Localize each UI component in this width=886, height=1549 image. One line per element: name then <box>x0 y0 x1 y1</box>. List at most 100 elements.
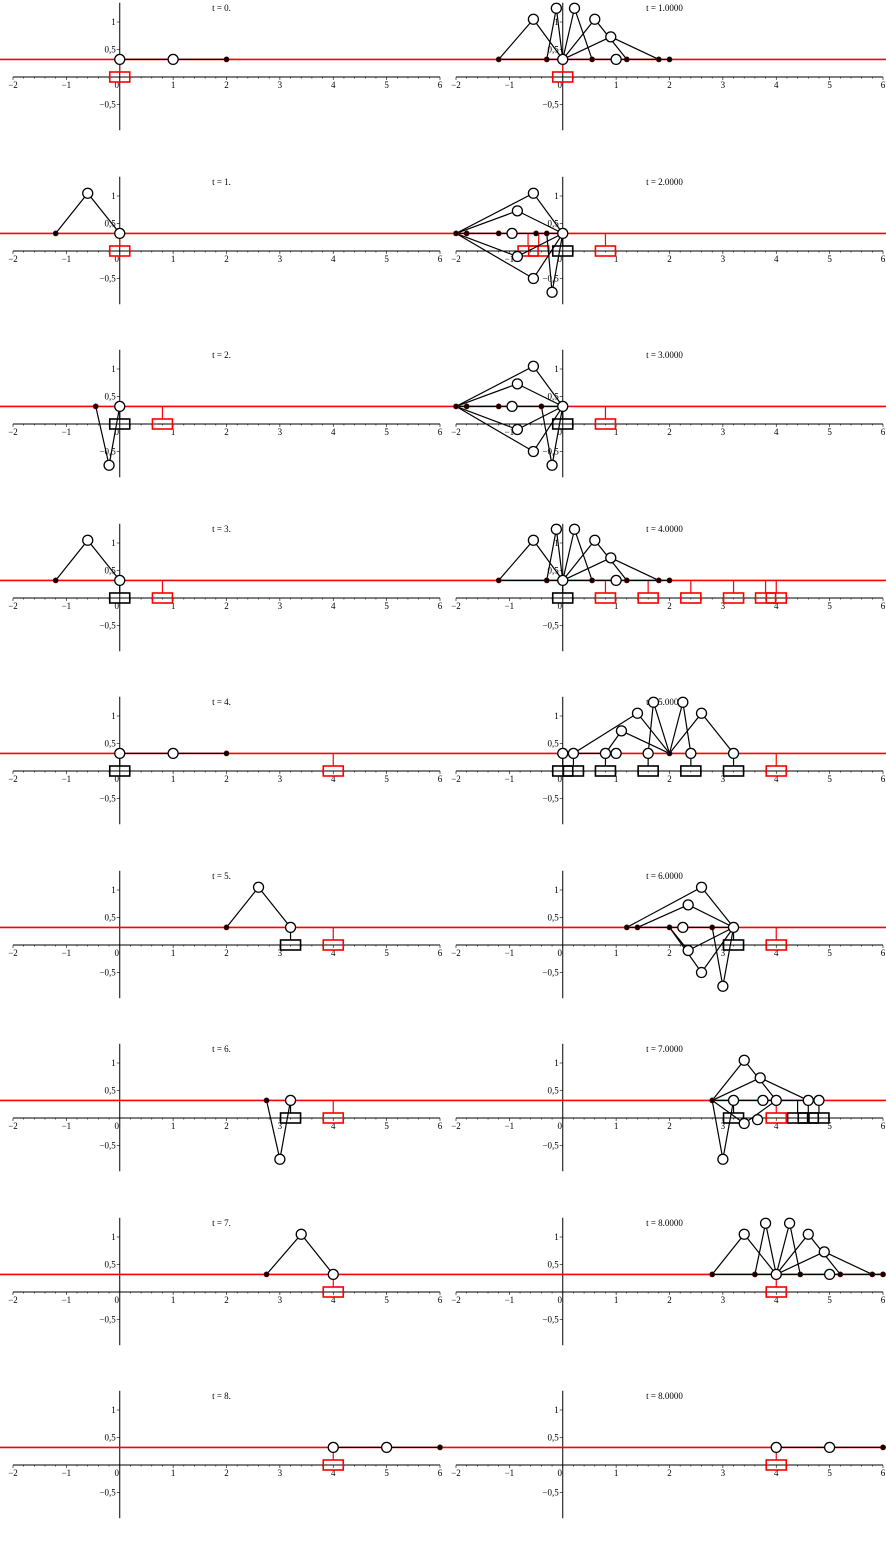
chart-panel: t = 3.0000 −2 −1 0 1 2 3 4 5 6 −0,5 0,5 1 <box>443 336 886 508</box>
data-dot <box>543 56 550 63</box>
series-line <box>226 885 292 928</box>
panel-svg: t = 5.0000 −2 −1 0 1 2 3 4 5 6 −0,5 0,5 1 <box>443 696 886 825</box>
x-tick-label: 6 <box>881 1295 886 1305</box>
data-dot <box>869 1271 876 1277</box>
x-tick-label: 0 <box>115 254 120 264</box>
x-tick-label: 6 <box>881 774 886 784</box>
data-circle <box>327 1441 339 1454</box>
data-dot <box>437 1444 443 1451</box>
data-dot <box>223 924 230 930</box>
data-circle <box>802 1094 814 1107</box>
data-dot <box>589 56 596 63</box>
series-line <box>626 885 735 928</box>
x-tick-label: −2 <box>451 80 461 90</box>
y-tick-label: 0,5 <box>548 739 560 749</box>
x-tick-label: 2 <box>667 1468 672 1478</box>
x-tick-label: 6 <box>438 80 443 90</box>
x-tick-label: 6 <box>881 601 886 611</box>
panel-title: t = 8.0000 <box>646 1391 683 1401</box>
data-circle <box>506 400 518 413</box>
y-tick-label: −0,5 <box>99 967 116 977</box>
y-tick-label: 0,5 <box>105 1433 117 1443</box>
x-tick-label: −2 <box>8 601 18 611</box>
y-tick-label: −0,5 <box>542 447 559 457</box>
data-circle <box>527 534 540 546</box>
x-tick-label: 2 <box>224 601 229 611</box>
data-circle <box>738 1117 750 1130</box>
panel-title: t = 5.0000 <box>646 697 683 707</box>
y-tick-label: 0,5 <box>105 1086 117 1096</box>
y-tick-label: −0,5 <box>99 1314 116 1324</box>
data-circle <box>114 227 126 239</box>
chart-panel: t = 5.0000 −2 −1 0 1 2 3 4 5 6 −0,5 0,5 1 <box>443 683 886 855</box>
data-circle <box>615 725 628 737</box>
x-tick-label: 4 <box>774 1121 779 1131</box>
x-tick-label: 6 <box>881 1468 886 1478</box>
x-tick-label: 5 <box>384 80 389 90</box>
x-tick-label: −1 <box>505 948 515 958</box>
panel-title: t = 2.0000 <box>646 177 683 187</box>
data-circle <box>511 423 524 436</box>
panel-svg: t = 6.0000 −2 −1 0 1 2 3 4 5 6 −0,5 0,5 1 <box>443 870 886 998</box>
box-mark <box>279 938 302 951</box>
series-line <box>711 1232 777 1275</box>
x-tick-label: 0 <box>558 254 563 264</box>
y-tick-label: 1 <box>111 191 116 201</box>
y-tick-label: −0,5 <box>542 100 559 110</box>
x-tick-label: −1 <box>505 1468 515 1478</box>
data-circle <box>284 921 297 933</box>
data-circle <box>550 2 562 14</box>
data-circle <box>783 1217 796 1229</box>
x-tick-label: 0 <box>558 601 563 611</box>
data-dot <box>495 230 502 236</box>
box-mark <box>765 765 788 777</box>
x-tick-label: 1 <box>614 1468 619 1478</box>
data-circle <box>284 1094 297 1107</box>
y-tick-label: 0,5 <box>548 392 560 402</box>
y-tick-label: 0,5 <box>548 1086 560 1096</box>
x-tick-label: 0 <box>558 427 563 437</box>
x-tick-label: −2 <box>8 1295 18 1305</box>
data-dot <box>880 1271 886 1277</box>
y-tick-label: −0,5 <box>542 967 559 977</box>
data-circle <box>727 1094 740 1107</box>
x-tick-label: 4 <box>331 601 336 611</box>
box-mark <box>322 938 345 951</box>
y-tick-label: 1 <box>554 1058 559 1068</box>
data-circle <box>717 1153 729 1165</box>
box-mark <box>108 418 131 430</box>
x-tick-label: 5 <box>827 774 832 784</box>
box-mark <box>551 418 574 430</box>
box-mark <box>594 765 617 777</box>
x-tick-label: −1 <box>62 1121 72 1131</box>
box-mark <box>765 1285 788 1298</box>
series-line <box>266 1232 334 1275</box>
x-tick-label: −2 <box>451 1468 461 1478</box>
x-tick-label: 2 <box>224 774 229 784</box>
data-circle <box>114 53 126 66</box>
x-tick-label: 4 <box>331 427 336 437</box>
data-circle <box>605 31 617 43</box>
data-circle <box>631 707 644 719</box>
data-dot <box>52 577 59 583</box>
box-mark <box>322 1285 345 1298</box>
x-tick-label: 3 <box>278 1295 283 1305</box>
y-tick-label: 1 <box>111 1232 116 1242</box>
x-tick-label: 4 <box>331 1468 336 1478</box>
box-mark <box>108 765 131 777</box>
panel-title: t = 2. <box>212 350 231 360</box>
x-tick-label: 0 <box>558 1121 563 1131</box>
box-mark <box>765 1112 788 1124</box>
y-tick-label: 1 <box>554 191 559 201</box>
y-tick-label: 0,5 <box>548 1433 560 1443</box>
x-tick-label: 1 <box>614 80 619 90</box>
x-tick-label: 4 <box>331 774 336 784</box>
x-tick-label: 2 <box>667 254 672 264</box>
panel-svg: t = 1.0000 −2 −1 0 1 2 3 4 5 6 −0,5 0,5 1 <box>443 2 886 131</box>
x-tick-label: −1 <box>505 601 515 611</box>
series-line <box>669 712 735 754</box>
y-tick-label: 0,5 <box>105 739 117 749</box>
data-dot <box>495 403 502 410</box>
x-tick-label: −1 <box>62 427 72 437</box>
y-tick-label: 1 <box>111 1058 116 1068</box>
